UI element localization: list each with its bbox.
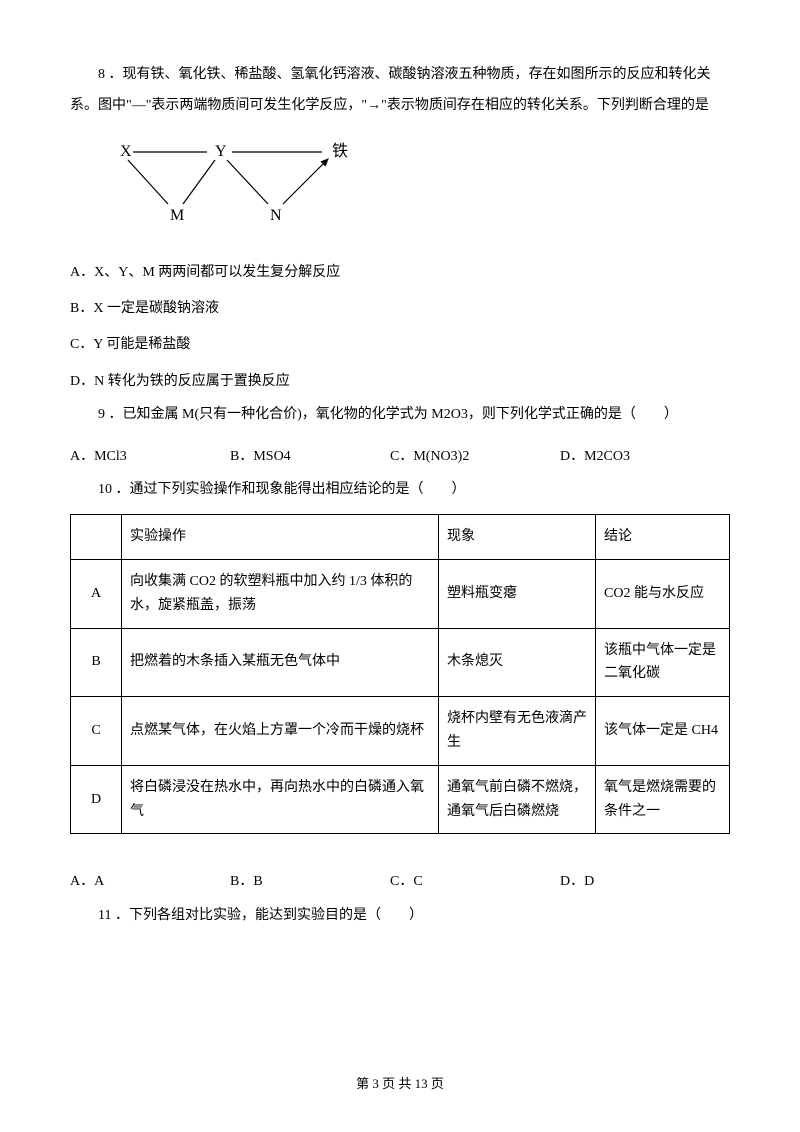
- q9-options: A．MCl3 B．MSO4 C．M(NO3)2 D．M2CO3: [70, 439, 730, 475]
- q9-option-c: C．M(NO3)2: [390, 439, 560, 475]
- cell-phenomenon: 烧杯内壁有无色液滴产生: [439, 697, 596, 766]
- q8-option-c: C．Y 可能是稀盐酸: [70, 327, 730, 363]
- th-operation: 实验操作: [122, 515, 439, 560]
- q9-option-d: D．M2CO3: [560, 439, 720, 475]
- cell-conclusion: CO2 能与水反应: [596, 559, 730, 628]
- cell-operation: 向收集满 CO2 的软塑料瓶中加入约 1/3 体积的水，旋紧瓶盖，振荡: [122, 559, 439, 628]
- page-footer: 第 3 页 共 13 页: [0, 1073, 800, 1092]
- th-conclusion: 结论: [596, 515, 730, 560]
- q10-option-b: B．B: [230, 864, 390, 900]
- q10-stem: 10 ．通过下列实验操作和现象能得出相应结论的是（ ）: [70, 475, 730, 506]
- page: 8 ．现有铁、氧化铁、稀盐酸、氢氧化钙溶液、碳酸钠溶液五种物质，存在如图所示的反…: [0, 0, 800, 1132]
- table-row: B 把燃着的木条插入某瓶无色气体中 木条熄灭 该瓶中气体一定是二氧化碳: [71, 628, 730, 697]
- table-row: C 点燃某气体，在火焰上方罩一个冷而干燥的烧杯 烧杯内壁有无色液滴产生 该气体一…: [71, 697, 730, 766]
- q8-stem: 8 ．现有铁、氧化铁、稀盐酸、氢氧化钙溶液、碳酸钠溶液五种物质，存在如图所示的反…: [70, 60, 730, 122]
- cell-operation: 将白磷浸没在热水中，再向热水中的白磷通入氧气: [122, 765, 439, 834]
- cell-label: C: [71, 697, 122, 766]
- node-m: M: [170, 207, 184, 224]
- q11-stem: 11 ．下列各组对比实验，能达到实验目的是（ ）: [70, 901, 730, 932]
- cell-operation: 把燃着的木条插入某瓶无色气体中: [122, 628, 439, 697]
- node-n: N: [270, 207, 282, 224]
- node-fe: 铁: [332, 142, 348, 160]
- table-header-row: 实验操作 现象 结论: [71, 515, 730, 560]
- node-y: Y: [215, 143, 227, 160]
- cell-conclusion: 该气体一定是 CH4: [596, 697, 730, 766]
- cell-phenomenon: 通氧气前白磷不燃烧，通氧气后白磷燃烧: [439, 765, 596, 834]
- cell-conclusion: 氧气是燃烧需要的条件之一: [596, 765, 730, 834]
- th-phenomenon: 现象: [439, 515, 596, 560]
- q10-option-a: A．A: [70, 864, 230, 900]
- q8-option-a: A．X、Y、M 两两间都可以发生复分解反应: [70, 255, 730, 291]
- q10-options: A．A B．B C．C D．D: [70, 864, 730, 900]
- cell-phenomenon: 塑料瓶变瘪: [439, 559, 596, 628]
- th-label: [71, 515, 122, 560]
- table-row: D 将白磷浸没在热水中，再向热水中的白磷通入氧气 通氧气前白磷不燃烧，通氧气后白…: [71, 765, 730, 834]
- q10-option-c: C．C: [390, 864, 560, 900]
- q8-diagram: X Y 铁 M N: [100, 132, 730, 237]
- cell-label: D: [71, 765, 122, 834]
- cell-label: B: [71, 628, 122, 697]
- q10-option-d: D．D: [560, 864, 720, 900]
- q8-option-b: B．X 一定是碳酸钠溶液: [70, 291, 730, 327]
- cell-phenomenon: 木条熄灭: [439, 628, 596, 697]
- q10-table: 实验操作 现象 结论 A 向收集满 CO2 的软塑料瓶中加入约 1/3 体积的水…: [70, 514, 730, 834]
- cell-operation: 点燃某气体，在火焰上方罩一个冷而干燥的烧杯: [122, 697, 439, 766]
- q9-stem: 9 ．已知金属 M(只有一种化合价)，氧化物的化学式为 M2O3，则下列化学式正…: [70, 400, 730, 431]
- cell-label: A: [71, 559, 122, 628]
- cell-conclusion: 该瓶中气体一定是二氧化碳: [596, 628, 730, 697]
- node-x: X: [120, 143, 132, 160]
- q9-option-b: B．MSO4: [230, 439, 390, 475]
- table-row: A 向收集满 CO2 的软塑料瓶中加入约 1/3 体积的水，旋紧瓶盖，振荡 塑料…: [71, 559, 730, 628]
- q8-option-d: D．N 转化为铁的反应属于置换反应: [70, 364, 730, 400]
- q9-option-a: A．MCl3: [70, 439, 230, 475]
